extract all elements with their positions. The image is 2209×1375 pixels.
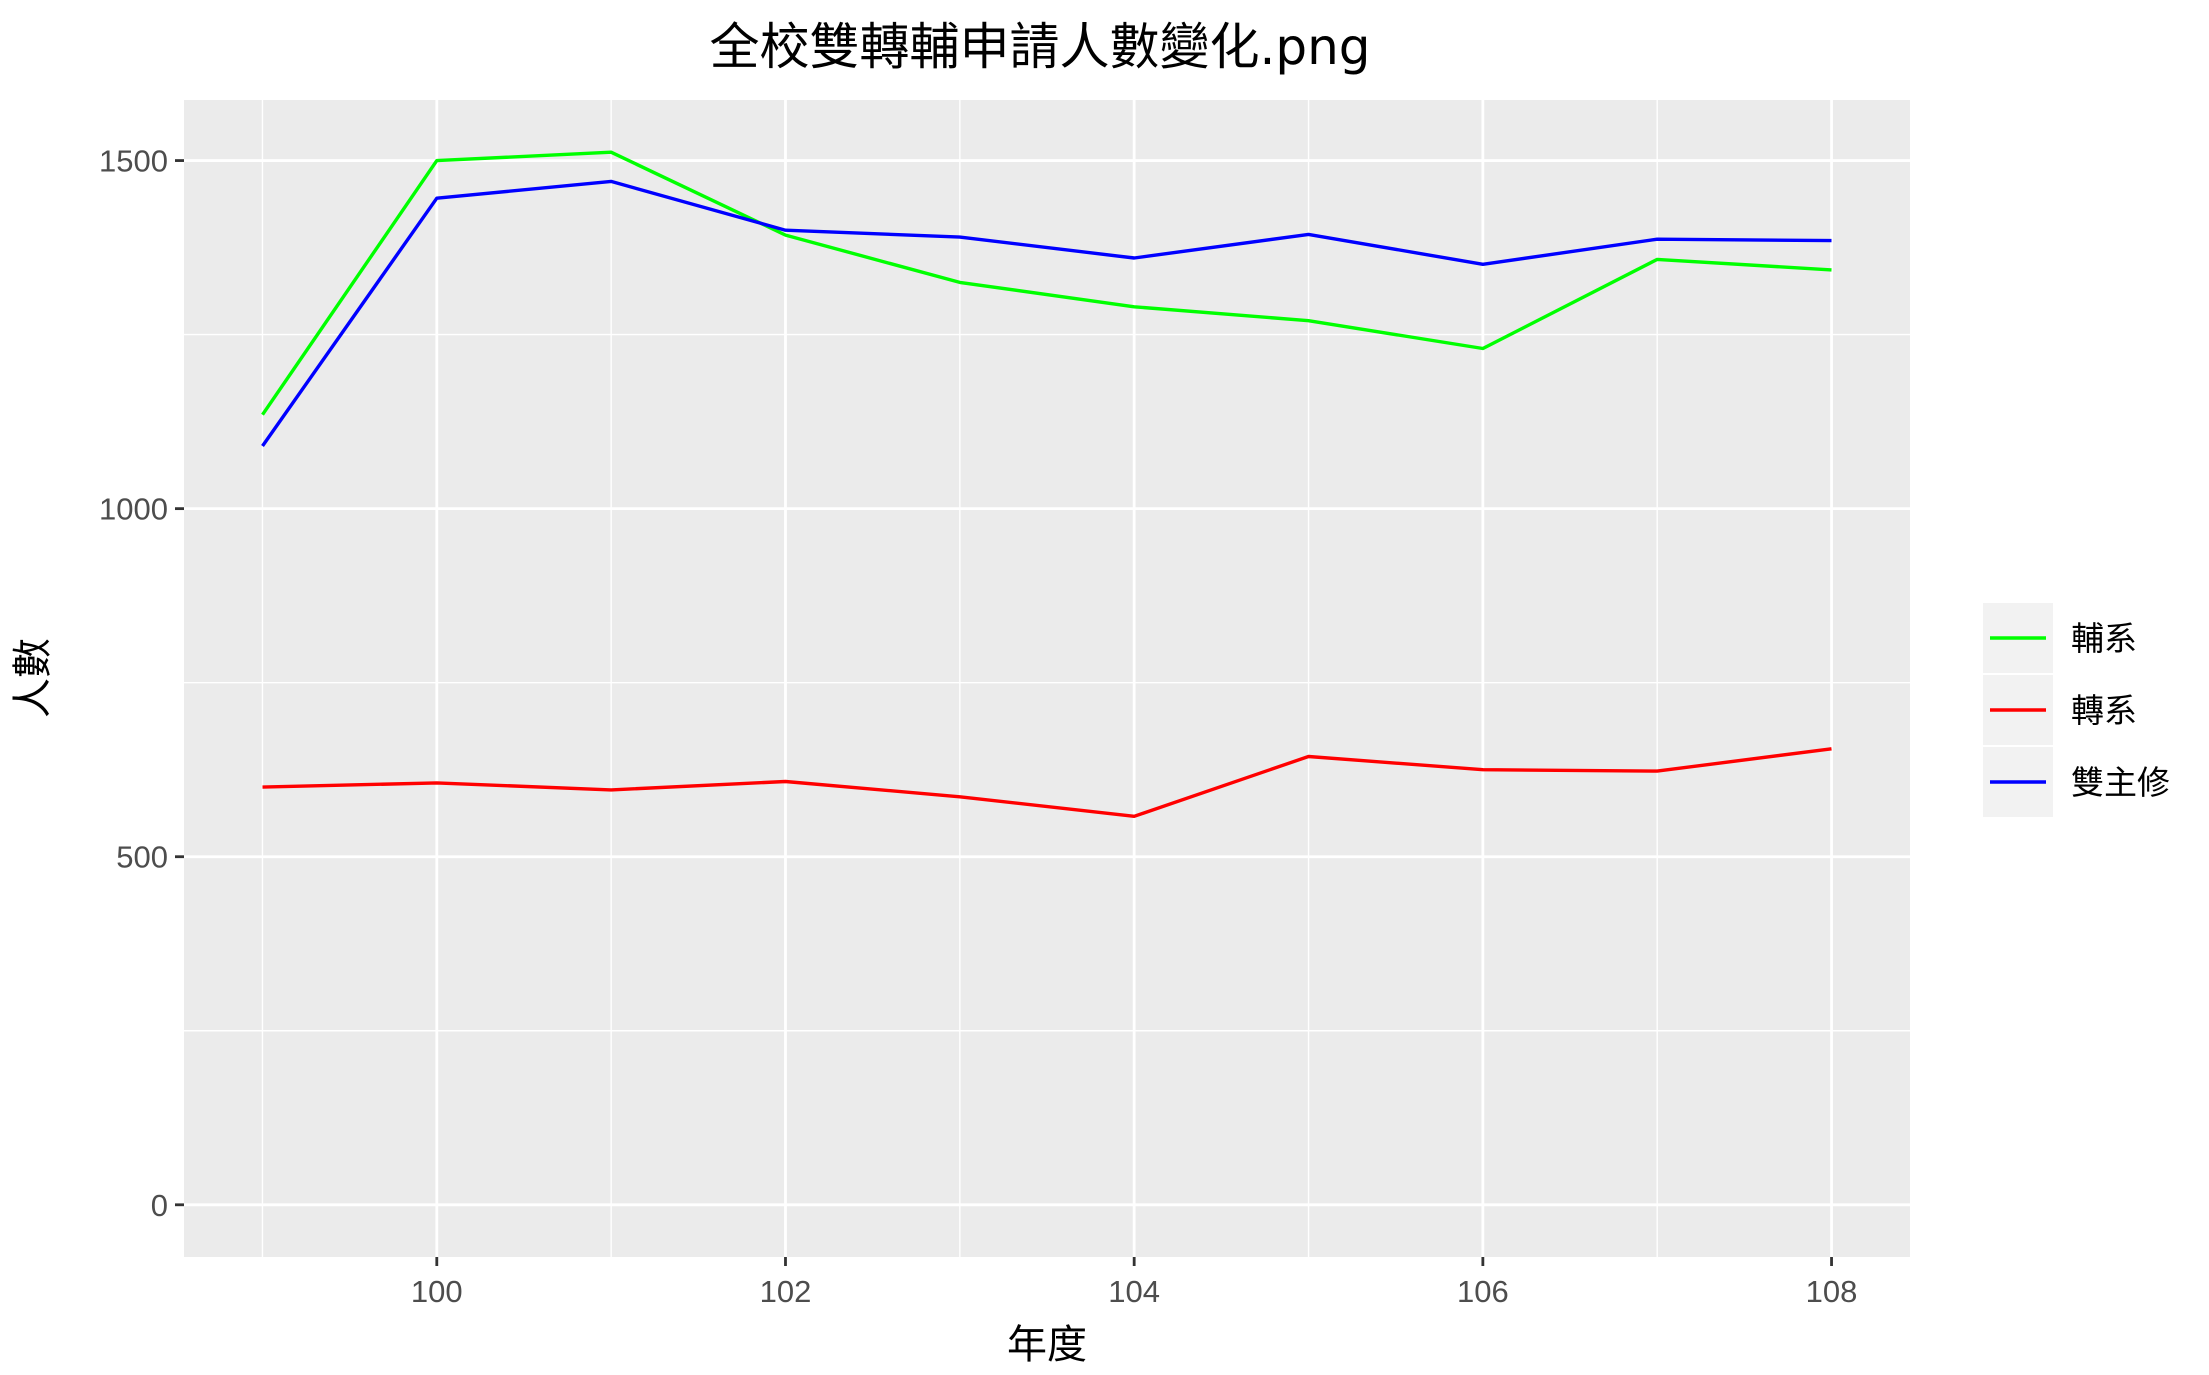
series-line-0 [261,150,1832,416]
x-axis: 100 102 104 106 108 [411,1257,1857,1309]
x-tick-label: 104 [1108,1274,1160,1309]
x-tick-label: 102 [760,1274,812,1309]
legend-label: 轉系 [2071,691,2137,730]
y-tick-label: 500 [116,840,168,875]
x-axis-title: 年度 [1007,1322,1087,1368]
series-lines [261,150,1832,818]
legend-label: 雙主修 [2071,763,2170,802]
y-tick-label: 0 [151,1188,168,1223]
y-tick-label: 1000 [99,492,168,527]
legend-label: 輔系 [2071,619,2137,658]
y-axis-title: 人數 [10,638,56,718]
y-axis: 0 500 1000 1500 [99,144,184,1223]
plot-panel [184,100,1910,1257]
series-line-1 [262,747,1832,818]
chart-title: 全校雙轉輔申請人數變化.png [709,18,1370,76]
x-tick-label: 108 [1806,1274,1858,1309]
x-tick-label: 106 [1457,1274,1509,1309]
series-line-2 [261,179,1832,447]
x-tick-label: 100 [411,1274,463,1309]
y-tick-label: 1500 [99,144,168,179]
